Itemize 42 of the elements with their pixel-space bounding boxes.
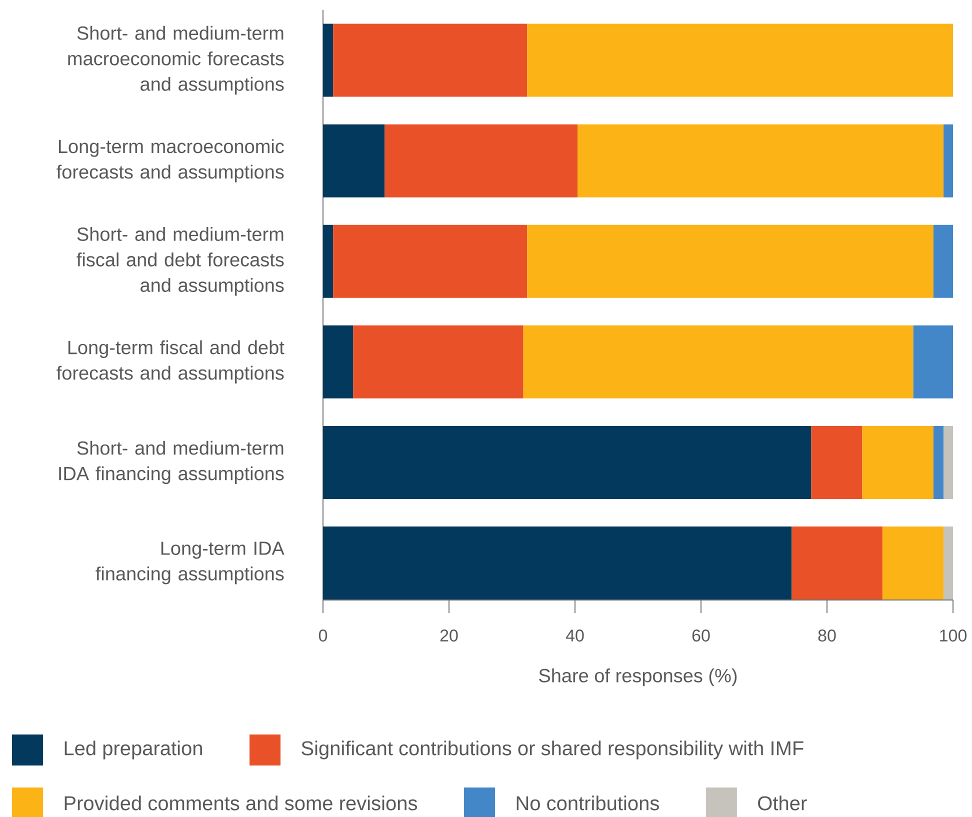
bar	[323, 325, 354, 398]
bar	[882, 526, 944, 600]
bar	[353, 325, 524, 398]
bar	[323, 24, 334, 97]
bar	[323, 526, 792, 600]
bar	[323, 224, 334, 298]
bar	[811, 426, 862, 499]
y-tick-label: Short- and medium-term IDA financing assumptions	[59, 440, 284, 484]
bar	[944, 526, 954, 600]
legend-label: Other	[758, 796, 807, 810]
y-tick-label: Long-term fiscal and debt forecasts and assumptions	[56, 340, 284, 384]
bar	[578, 124, 944, 198]
x-axis-title: Share of responses (%)	[539, 668, 737, 686]
x-tick-label: 0	[318, 630, 328, 642]
bar	[913, 325, 954, 398]
bar	[323, 124, 385, 198]
bar	[323, 426, 812, 499]
bar	[944, 124, 954, 198]
x-tick-label: 100	[940, 630, 967, 642]
legend-label: Led preparation	[64, 740, 202, 760]
bar	[527, 24, 954, 97]
y-tick-label: Long-term macroeconomic forecasts and assumptions	[56, 139, 284, 182]
bar	[944, 426, 954, 499]
x-tick-label: 80	[818, 630, 836, 642]
bar	[527, 224, 934, 298]
bar	[384, 124, 578, 198]
bar	[333, 24, 528, 97]
legend-label: No contributions	[516, 796, 659, 810]
bar	[523, 325, 914, 398]
y-tick-label: Short- and medium-term macroeconomic forecasts and assumptions	[68, 26, 284, 95]
x-tick-label: 60	[692, 630, 710, 642]
bar	[792, 526, 882, 600]
bar	[862, 426, 934, 499]
bar	[933, 426, 944, 499]
y-tick-label: Long-term IDA financing assumptions	[96, 542, 284, 584]
bar	[933, 224, 954, 298]
x-tick-label: 20	[440, 630, 458, 642]
legend-label: Significant contributions or shared responsibility with IMF	[302, 740, 804, 760]
x-tick-label: 40	[566, 630, 584, 642]
legend-label: Provided comments and some revisions	[64, 796, 418, 810]
y-tick-label: Short- and medium-term fiscal and debt forecasts and assumptions	[76, 227, 284, 296]
bar	[333, 224, 528, 298]
